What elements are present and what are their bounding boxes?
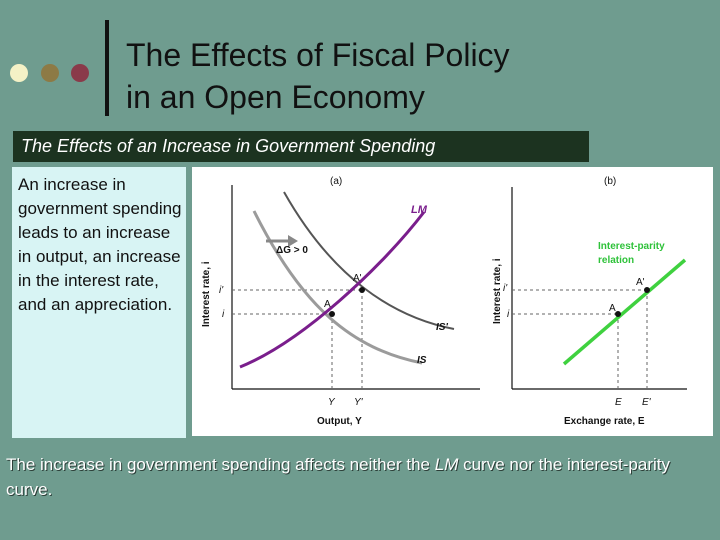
- panel-b-tick-i-prime: i': [503, 283, 508, 294]
- ip-label-line-2: relation: [598, 255, 634, 266]
- interest-parity-line: [562, 258, 687, 366]
- panel-b-x-axis-label: Exchange rate, E: [564, 416, 645, 427]
- title-line-1: The Effects of Fiscal Policy: [126, 37, 510, 73]
- figure-svg: (a) Interest rate, i Output, Y LM IS IS'…: [201, 176, 687, 427]
- panel-b-point-a-label: A: [609, 303, 616, 314]
- is-label: IS: [417, 355, 427, 366]
- tick-i-prime: i': [219, 285, 224, 296]
- footer-lm-italic: LM: [434, 455, 459, 474]
- ip-label-line-1: Interest-parity: [598, 241, 665, 252]
- tick-i: i: [222, 309, 225, 320]
- slide-title: The Effects of Fiscal Policy in an Open …: [126, 34, 706, 118]
- tick-e-prime: E': [642, 397, 652, 408]
- title-line-2: in an Open Economy: [126, 79, 425, 115]
- lm-curve: [239, 211, 426, 369]
- tick-y: Y: [328, 397, 336, 408]
- cream-dot: [10, 64, 28, 82]
- panel-a-y-axis-label: Interest rate, i: [201, 261, 212, 327]
- subtitle-band: The Effects of an Increase in Government…: [13, 131, 589, 162]
- panel-b-point-a-prime-label: A': [636, 277, 645, 288]
- shift-label: ΔG > 0: [276, 245, 308, 256]
- subtitle: The Effects of an Increase in Government…: [21, 136, 436, 156]
- tick-y-prime: Y': [354, 397, 364, 408]
- point-a-label: A: [324, 299, 331, 310]
- footer-text: The increase in government spending affe…: [6, 452, 714, 502]
- panel-a-x-axis-label: Output, Y: [317, 416, 362, 427]
- shift-arrowhead: [288, 235, 298, 247]
- is-curve: [252, 210, 423, 365]
- is-prime-curve: [283, 191, 455, 330]
- olive-dot: [41, 64, 59, 82]
- maroon-dot: [71, 64, 89, 82]
- title-divider: [105, 20, 109, 116]
- point-a-prime-label: A': [353, 273, 362, 284]
- point-a-prime-dot: [359, 287, 365, 293]
- panel-b-tick-i: i: [507, 309, 510, 320]
- lm-label: LM: [411, 204, 428, 216]
- fiscal-policy-figure: (a) Interest rate, i Output, Y LM IS IS'…: [192, 167, 713, 436]
- body-text: An increase in government spending leads…: [18, 175, 182, 314]
- panel-b-point-a-prime-dot: [644, 287, 650, 293]
- point-a-dot: [329, 311, 335, 317]
- panel-b-tag: (b): [604, 176, 616, 187]
- panel-a-tag: (a): [330, 176, 342, 187]
- footer-part-2: curve nor the interest-parity curve.: [6, 455, 671, 499]
- panel-b-y-axis-label: Interest rate, i: [492, 258, 503, 324]
- tick-e: E: [615, 397, 622, 408]
- panel-b-point-a-dot: [615, 311, 621, 317]
- footer-part-1: The increase in government spending affe…: [6, 455, 435, 474]
- is-prime-label: IS': [436, 322, 448, 333]
- body-text-panel: An increase in government spending leads…: [12, 167, 186, 438]
